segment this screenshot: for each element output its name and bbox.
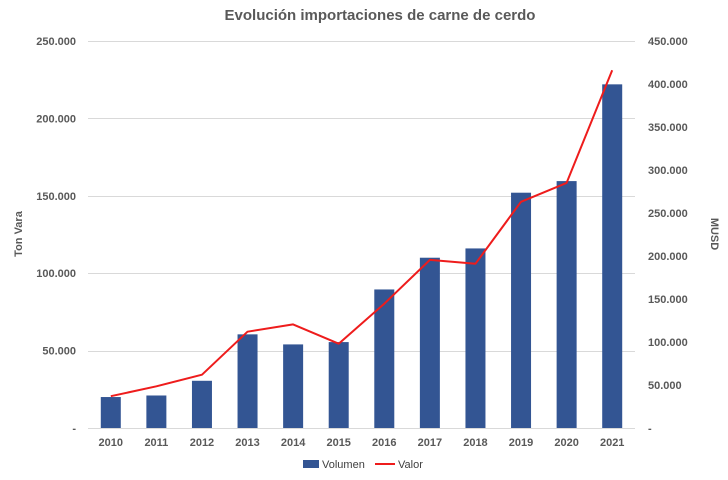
x-tick-label: 2019 bbox=[509, 437, 533, 449]
bar-volumen bbox=[191, 380, 212, 428]
x-tick-label: 2018 bbox=[463, 437, 487, 449]
right-axis-ticks: - 50.000 100.000 150.000 200.000 250.000 300.0… bbox=[648, 36, 688, 435]
gridlines bbox=[88, 41, 635, 429]
right-tick-label: 450.000 bbox=[648, 36, 688, 48]
left-tick-label: 150.000 bbox=[36, 191, 76, 203]
right-tick-label: 200.000 bbox=[648, 251, 688, 263]
right-tick-label: - bbox=[648, 423, 652, 435]
left-axis-ticks: - 50.000 100.000 150.000 200.000 250.000 bbox=[36, 36, 76, 435]
left-axis-title: Ton Vara bbox=[13, 210, 25, 257]
bar-volumen bbox=[419, 257, 440, 428]
right-tick-label: 350.000 bbox=[648, 122, 688, 134]
x-tick-label: 2015 bbox=[326, 437, 350, 449]
line-valor bbox=[110, 69, 614, 398]
x-tick-label: 2011 bbox=[144, 437, 168, 449]
left-tick-label: 250.000 bbox=[36, 36, 76, 48]
bar-volumen bbox=[237, 334, 258, 428]
bar-series-volumen bbox=[100, 84, 623, 429]
legend-label-valor: Valor bbox=[398, 459, 423, 471]
line-series-valor bbox=[110, 69, 614, 398]
chart-title: Evolución importaciones de carne de cerd… bbox=[225, 7, 536, 24]
bar-volumen bbox=[374, 289, 395, 428]
left-tick-label: 100.000 bbox=[36, 268, 76, 280]
bar-volumen bbox=[146, 395, 167, 428]
x-tick-label: 2021 bbox=[600, 437, 624, 449]
right-tick-label: 100.000 bbox=[648, 337, 688, 349]
x-axis-ticks: 2010 2011 2012 2013 2014 2015 2016 2017 2018 2019… bbox=[99, 437, 625, 449]
right-tick-label: 300.000 bbox=[648, 165, 688, 177]
bar-volumen bbox=[511, 192, 532, 428]
right-tick-label: 50.000 bbox=[648, 380, 682, 392]
legend-label-volumen: Volumen bbox=[322, 459, 365, 471]
x-tick-label: 2013 bbox=[235, 437, 259, 449]
right-tick-label: 250.000 bbox=[648, 208, 688, 220]
right-tick-label: 400.000 bbox=[648, 79, 688, 91]
bar-volumen bbox=[283, 344, 304, 428]
left-tick-label: 50.000 bbox=[42, 346, 76, 358]
bar-volumen bbox=[328, 342, 349, 428]
legend-swatch-volumen bbox=[303, 460, 319, 468]
bar-volumen bbox=[556, 181, 577, 428]
x-tick-label: 2014 bbox=[281, 437, 306, 449]
x-tick-label: 2016 bbox=[372, 437, 396, 449]
x-tick-label: 2020 bbox=[554, 437, 578, 449]
legend: Volumen Valor bbox=[303, 459, 423, 471]
bar-volumen bbox=[100, 397, 121, 428]
right-axis-title: MUSD bbox=[708, 218, 720, 250]
x-tick-label: 2012 bbox=[190, 437, 214, 449]
right-tick-label: 150.000 bbox=[648, 294, 688, 306]
left-tick-label: 200.000 bbox=[36, 113, 76, 125]
bar-volumen bbox=[465, 248, 486, 428]
x-tick-label: 2010 bbox=[99, 437, 123, 449]
left-tick-label: - bbox=[72, 423, 76, 435]
x-tick-label: 2017 bbox=[418, 437, 442, 449]
bar-volumen bbox=[602, 84, 623, 429]
